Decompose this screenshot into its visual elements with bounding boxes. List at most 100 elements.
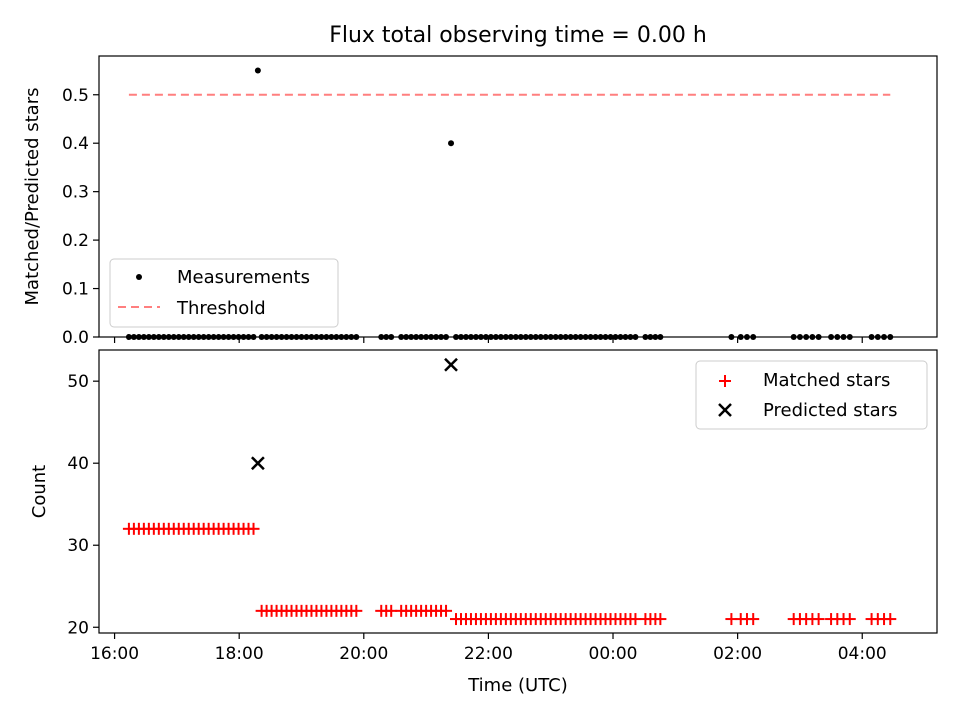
measurement-point: [423, 334, 430, 340]
measurement-point: [502, 334, 509, 340]
measurement-point: [190, 334, 197, 340]
measurement-point: [298, 334, 305, 340]
measurement-point: [403, 334, 410, 340]
measurement-point: [607, 334, 614, 340]
measurement-point: [612, 334, 619, 340]
bottom-panel-frame: [98, 349, 938, 634]
measurement-point: [215, 334, 222, 340]
measurement-point: [254, 67, 261, 74]
matched-star-marker: [247, 522, 260, 535]
measurement-point: [205, 334, 212, 340]
measurement-point: [815, 334, 822, 340]
measurement-point: [547, 334, 554, 340]
legend-measurements-marker: [136, 274, 142, 280]
measurement-point: [220, 334, 227, 340]
measurement-point: [642, 334, 649, 340]
measurement-point: [135, 334, 142, 340]
legend-predicted-label: Predicted stars: [763, 400, 897, 421]
x-tick-label: 20:00: [339, 644, 388, 664]
bottom-y-tick-label: 20: [67, 618, 89, 638]
measurement-point: [881, 334, 888, 340]
measurement-point: [250, 334, 257, 340]
measurement-point: [428, 334, 435, 340]
measurement-point: [462, 334, 469, 340]
legend-predicted-marker: [718, 403, 732, 417]
measurement-point: [278, 334, 285, 340]
measurement-point: [140, 334, 147, 340]
measurement-point: [283, 334, 290, 340]
measurement-point: [562, 334, 569, 340]
top-y-tick-label: 0.2: [62, 231, 89, 251]
measurement-point: [472, 334, 479, 340]
measurement-point: [828, 334, 835, 340]
matched-star-marker: [440, 604, 453, 617]
legend-matched-label: Matched stars: [763, 370, 890, 391]
measurement-point: [240, 334, 247, 340]
top-series: [125, 67, 894, 340]
measurement-point: [333, 334, 340, 340]
measurement-point: [552, 334, 559, 340]
bottom-y-tick-label: 30: [67, 536, 89, 556]
measurement-point: [353, 334, 360, 340]
measurement-point: [125, 334, 132, 340]
x-tick-label: 02:00: [713, 644, 762, 664]
measurement-point: [263, 334, 270, 340]
measurement-point: [230, 334, 237, 340]
measurement-point: [388, 334, 395, 340]
top-y-tick-label: 0.1: [62, 280, 89, 300]
x-tick-label: 00:00: [589, 644, 638, 664]
measurement-point: [737, 334, 744, 340]
measurement-point: [268, 334, 275, 340]
predicted-star-marker: [444, 357, 458, 372]
measurement-point: [597, 334, 604, 340]
measurement-point: [840, 334, 847, 340]
measurement-point: [874, 334, 881, 340]
measurement-point: [477, 334, 484, 340]
measurement-point: [567, 334, 574, 340]
measurement-point: [617, 334, 624, 340]
measurement-point: [383, 334, 390, 340]
x-tick-label: 22:00: [464, 644, 513, 664]
measurement-point: [288, 334, 295, 340]
measurement-point: [160, 334, 167, 340]
predicted-star-marker: [250, 456, 265, 471]
top-y-ticks: 0.0 0.1 0.2 0.3 0.4 0.5: [62, 86, 99, 348]
measurement-point: [378, 334, 385, 340]
measurement-point: [155, 334, 162, 340]
measurement-point: [343, 334, 350, 340]
bottom-x-ticks: 16:00 18:00 20:00 22:00 00:00 02:00 04:00: [90, 633, 887, 664]
measurement-point: [145, 334, 152, 340]
matched-star-marker: [350, 604, 363, 617]
measurement-point: [796, 334, 803, 340]
top-panel: 0.0 0.1 0.2 0.3 0.4 0.5 Matched/Predicted sta…: [22, 55, 938, 348]
measurement-point: [225, 334, 232, 340]
measurement-point: [457, 334, 464, 340]
measurement-point: [542, 334, 549, 340]
matched-star-marker: [884, 613, 897, 626]
measurement-point: [834, 334, 841, 340]
measurement-point: [448, 140, 455, 147]
measurement-point: [622, 334, 629, 340]
measurement-point: [348, 334, 355, 340]
measurement-point: [185, 334, 192, 340]
measurement-point: [180, 334, 187, 340]
measurement-point: [453, 334, 460, 340]
measurement-point: [572, 334, 579, 340]
matched-star-marker: [747, 613, 760, 626]
measurement-point: [647, 334, 654, 340]
measurement-point: [150, 334, 157, 340]
measurement-point: [728, 334, 735, 340]
bottom-y-tick-label: 40: [67, 454, 89, 474]
measurement-point: [245, 334, 252, 340]
x-axis-label: Time (UTC): [467, 675, 568, 696]
top-y-axis-label: Matched/Predicted stars: [22, 88, 43, 306]
measurement-point: [130, 334, 137, 340]
measurement-point: [527, 334, 534, 340]
measurement-point: [750, 334, 757, 340]
measurement-point: [338, 334, 345, 340]
measurement-point: [632, 334, 639, 340]
matched-star-marker: [654, 613, 667, 626]
measurement-point: [592, 334, 599, 340]
measurement-point: [517, 334, 524, 340]
